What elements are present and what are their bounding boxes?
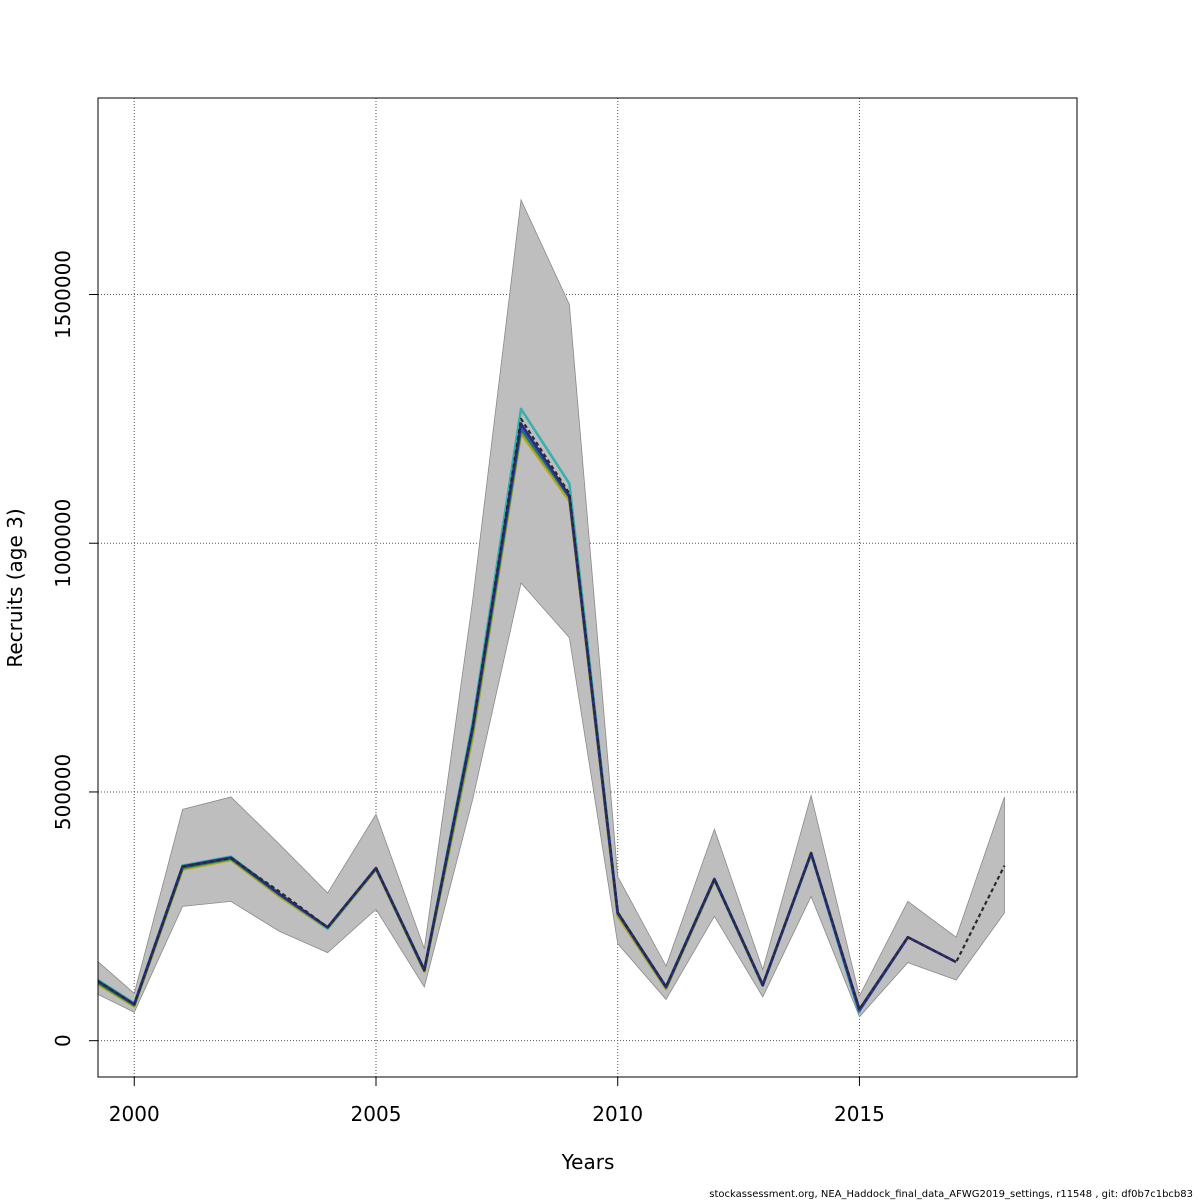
series-lines-layer [98,407,1006,1014]
y-tick-label: 1500000 [51,250,75,339]
y-tick-label: 1000000 [51,499,75,588]
x-tick-label: 2005 [351,1102,402,1126]
x-axis-ticks: 2000 2005 2010 2015 [109,1077,885,1126]
series-line-7 [98,429,764,1008]
x-tick-label: 2010 [592,1102,643,1126]
plot-frame [97,97,1078,1078]
x-axis-title: Years [561,1150,615,1174]
confidence-band-layer [98,198,1005,1018]
x-tick-label: 2000 [109,1102,160,1126]
y-tick-label: 500000 [51,754,75,830]
y-axis-title: Recruits (age 3) [3,508,27,667]
footer-note: stockassessment.org, NEA_Haddock_final_d… [709,1189,1193,1200]
confidence-band [98,198,1005,1018]
y-tick-label: 0 [51,1034,75,1047]
y-axis-ticks: 0 500000 1000000 1500000 [51,250,98,1047]
series-line-1 [98,417,1006,1011]
x-tick-label: 2015 [834,1102,885,1126]
